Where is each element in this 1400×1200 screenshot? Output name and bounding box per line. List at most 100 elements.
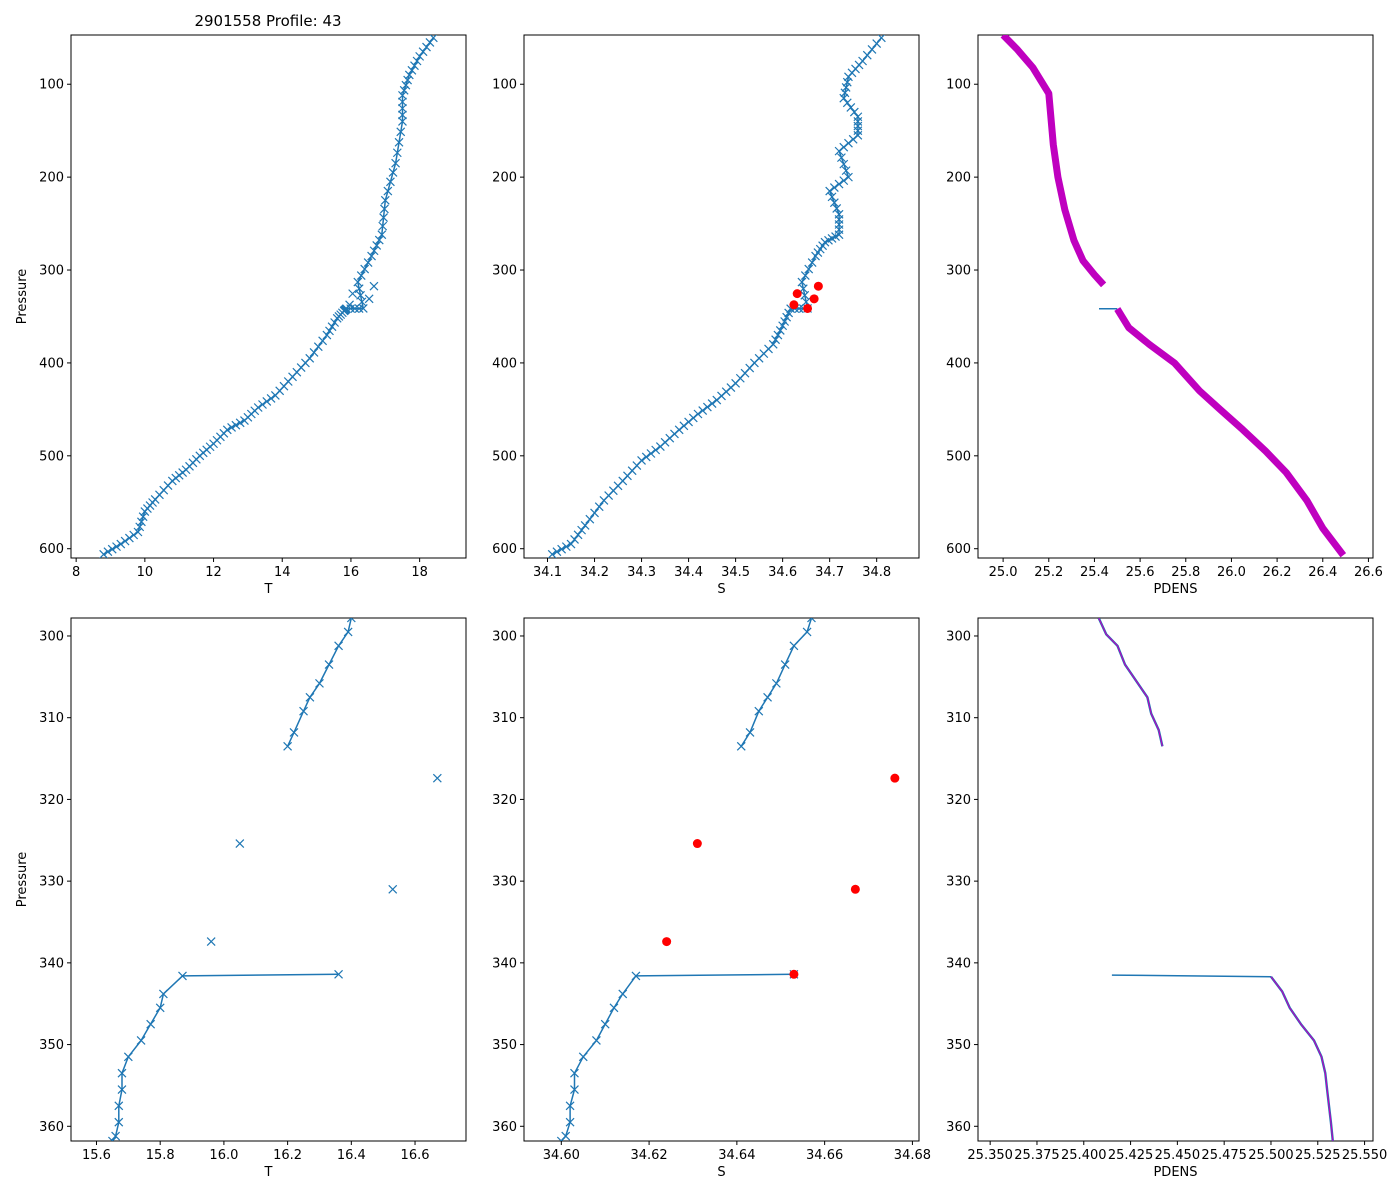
data-point [707, 399, 717, 408]
x-marker-stroke [577, 525, 587, 535]
data-point [841, 83, 851, 92]
data-point [745, 727, 755, 737]
x-marker-stroke [829, 198, 839, 208]
outlier-point [432, 773, 442, 783]
x-marker-stroke [556, 1136, 563, 1141]
data-point [836, 153, 846, 163]
data-point [797, 277, 807, 287]
y-tick-label: 330 [946, 875, 971, 890]
outlier-point [364, 294, 374, 304]
x-tick-label: 16.4 [337, 1148, 366, 1163]
subplot-sal-full: 34.1 34.2 34.3 34.4 34.5 34.6 34.7 34.8 100 200 30… [492, 34, 920, 597]
x-tick-label: 15.8 [146, 1148, 175, 1163]
data-point [829, 198, 839, 208]
x-marker-stroke [797, 277, 807, 287]
y-tick-label: 400 [492, 356, 517, 371]
x-marker-stroke [380, 195, 390, 205]
x-marker-stroke [773, 330, 783, 340]
x-marker-stroke [398, 97, 407, 107]
data-point [315, 678, 324, 688]
data-point [410, 61, 419, 71]
data-point [155, 1003, 165, 1013]
data-point [107, 544, 117, 554]
data-point [363, 258, 373, 268]
x-tick-label: 25.6 [1126, 565, 1155, 580]
x-tick-label: 25.475 [1201, 1148, 1247, 1163]
data-point [383, 186, 393, 196]
data-point [266, 394, 276, 403]
y-tick-label: 600 [39, 542, 64, 557]
x-marker-stroke [578, 1052, 588, 1062]
data-point [354, 304, 364, 313]
x-marker-stroke [322, 330, 332, 340]
x-tick-label: 26.2 [1263, 565, 1292, 580]
data-point [305, 353, 315, 363]
x-marker-stroke [754, 706, 764, 716]
data-point [590, 508, 599, 518]
y-tick-label: 400 [39, 356, 64, 371]
data-point [325, 326, 334, 336]
y-tick-label: 600 [946, 542, 971, 557]
data-point [262, 397, 272, 406]
x-marker-stroke [158, 989, 168, 999]
x-marker-stroke [353, 277, 363, 287]
x-marker-stroke [346, 304, 356, 314]
y-tick-label: 320 [39, 793, 64, 808]
x-marker-stroke [360, 264, 370, 274]
x-marker-stroke [123, 1052, 133, 1062]
data-point [309, 348, 319, 357]
y-tick-label: 320 [492, 793, 517, 808]
x-tick-label: 34.1 [533, 565, 562, 580]
x-marker-stroke [802, 627, 812, 637]
x-marker-stroke [388, 884, 398, 894]
x-tick-label: 25.2 [1034, 565, 1063, 580]
axes-frame [523, 617, 920, 1142]
x-marker-stroke [398, 110, 407, 120]
data-point [570, 534, 579, 544]
x-marker-stroke [800, 290, 810, 300]
flagged-point [789, 300, 799, 310]
x-marker-stroke [832, 204, 842, 213]
data-point [858, 56, 867, 66]
x-marker-stroke [849, 107, 859, 117]
subplot-temp-full: 8 10 12 14 16 18 100 200 300 400 500 600 T Pressure [15, 34, 467, 597]
data-point [258, 400, 267, 409]
data-point [412, 56, 422, 66]
x-marker-stroke [591, 1036, 601, 1045]
data-point [780, 660, 790, 670]
x-marker-stroke [364, 294, 374, 304]
y-tick-label: 600 [492, 542, 517, 557]
y-tick-label: 300 [492, 629, 517, 644]
x-tick-label: 16.6 [401, 1148, 430, 1163]
x-marker-stroke [386, 177, 395, 187]
plot-data [1000, 35, 1347, 558]
data-point [570, 1085, 579, 1094]
subplot-sal-zoom: 34.60 34.62 34.64 34.66 34.68 300 310 320 330 340… [492, 617, 931, 1180]
outlier-point [388, 884, 398, 894]
y-tick-label: 100 [492, 78, 517, 93]
x-tick-label: 18 [411, 565, 428, 580]
data-point [578, 1052, 588, 1062]
x-tick-label: 26.4 [1308, 565, 1337, 580]
x-marker-stroke [846, 103, 856, 112]
data-point [800, 271, 810, 281]
x-marker-stroke [404, 70, 414, 80]
x-marker-stroke [318, 336, 328, 346]
data-point [425, 38, 435, 47]
data-point [807, 618, 816, 623]
density-profile-overlay [1270, 976, 1334, 1141]
x-marker-stroke [763, 692, 773, 702]
data-point [573, 530, 583, 540]
data-point [343, 627, 353, 637]
data-point [227, 423, 237, 432]
data-point [862, 50, 872, 60]
axes-frame [70, 617, 467, 1142]
data-point [346, 618, 356, 623]
data-point [158, 989, 168, 999]
data-point [378, 221, 388, 231]
data-point [398, 103, 407, 113]
data-point [350, 304, 360, 314]
y-axis-label: Pressure [15, 269, 30, 325]
data-point [547, 549, 557, 558]
x-marker-stroke [227, 423, 237, 432]
